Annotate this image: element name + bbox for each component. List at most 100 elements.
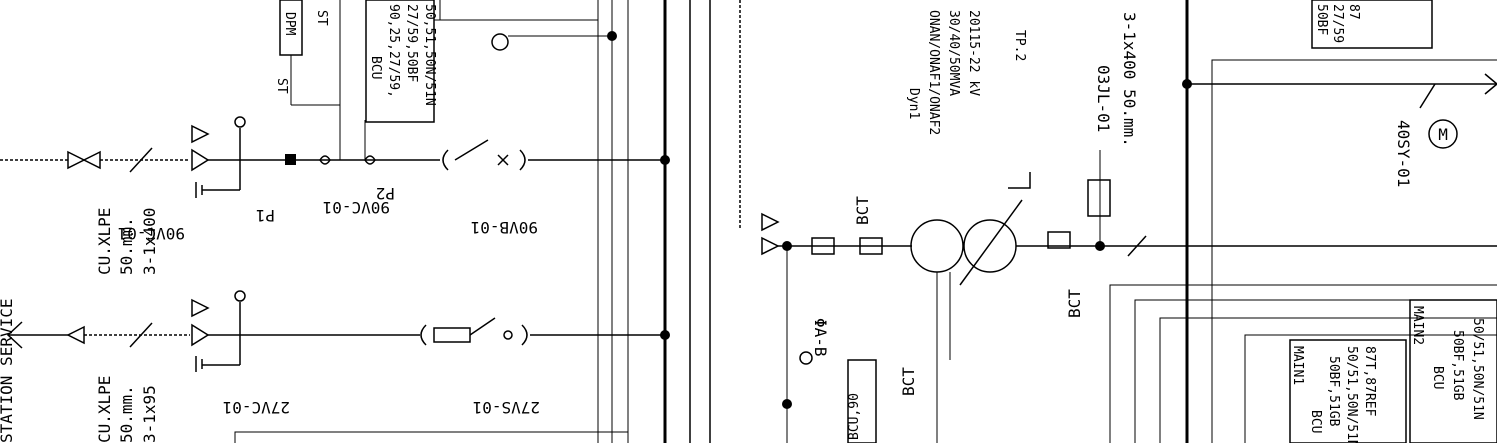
fuse-body — [433, 327, 471, 343]
surge-arrester — [191, 323, 210, 347]
bus-tap — [1182, 79, 1192, 89]
disconnect-blade — [469, 317, 496, 336]
cable1-label-c: CU.XLPE — [95, 208, 114, 275]
surge-arrester — [191, 124, 210, 144]
p1-label: P1 — [256, 206, 275, 225]
main2-label: MAIN2 — [1410, 306, 1425, 345]
vac90-label: 90VC-01 — [118, 224, 185, 243]
p1-marker — [285, 154, 296, 165]
control-node — [607, 31, 617, 41]
p2-label: P2 — [376, 184, 395, 203]
main1-box — [1289, 339, 1407, 443]
cable-termination — [67, 150, 86, 170]
main1-line2: 50BF,51GB — [1326, 356, 1341, 427]
breaker-right — [519, 149, 526, 171]
tx-winding-lv — [963, 219, 1017, 273]
cable-slash — [129, 322, 153, 348]
cable1-label-a: 3-1x400 — [140, 208, 159, 275]
main1-line4: 50/51,50N/51N — [1344, 346, 1359, 443]
bcu-low-label: BCU,90 — [847, 393, 862, 440]
bct-coil — [811, 237, 835, 255]
disconnect-right — [521, 324, 528, 346]
disconnect-pivot — [503, 330, 513, 340]
control-wire — [1134, 299, 1497, 443]
bct2-label: BCT — [1065, 289, 1084, 318]
surge-arrester — [761, 212, 780, 232]
main2-bcu: BCU — [1430, 366, 1445, 389]
bus-tap — [660, 155, 670, 165]
st1-label: ST — [274, 78, 289, 94]
pt-ab-label: ΦA-B — [811, 318, 830, 357]
bct-coil — [859, 237, 883, 255]
bcu-low-box — [847, 359, 877, 443]
st2-label: ST — [314, 10, 329, 26]
bcu-top-box — [365, 0, 435, 123]
tx-node — [782, 399, 792, 409]
feeder-27vs-01 — [6, 290, 670, 372]
bcu-top-3: 27/59,50BF — [404, 4, 419, 82]
tx-line-1: Dyn1 — [906, 88, 921, 119]
cable-termination — [82, 150, 101, 170]
breaker-blade — [454, 139, 489, 161]
sy40-label: 40SY-01 — [1394, 120, 1413, 187]
right-box-line2: 27/59 — [1330, 4, 1345, 43]
dpm-label: DPM — [282, 12, 297, 36]
main2-line3: 50/51,50N/51N — [1470, 318, 1485, 420]
right-top-box — [1311, 0, 1433, 49]
vc27-label: 27VC-01 — [223, 398, 290, 417]
tx-line-4: 20115-22 kV — [966, 10, 981, 96]
cable2-label-c: CU.XLPE — [95, 376, 114, 443]
breaker-left — [442, 149, 449, 171]
fuse-left — [420, 324, 427, 346]
control-wire — [1159, 317, 1497, 443]
surge-arrester — [761, 236, 780, 256]
tx-line-2: ONAN/ONAF1/ONAF2 — [926, 10, 941, 135]
lv-device-box — [1087, 179, 1111, 217]
main1-label: MAIN1 — [1290, 346, 1305, 385]
bcu-top-4: 90,25,27/59, — [386, 4, 401, 98]
surge-arrester — [191, 298, 210, 318]
motor-symbol — [1428, 119, 1458, 149]
main2-line2: 50BF,51GB — [1450, 330, 1465, 401]
bct1-label: BCT — [853, 196, 872, 225]
cable2-label-b: 50.mm. — [117, 385, 136, 443]
bcu-top-node — [491, 33, 509, 51]
ct-coil — [364, 155, 376, 165]
control-wire — [1244, 334, 1497, 443]
tx-line-3: 30/40/50MVA — [946, 10, 961, 96]
arrow-head — [6, 321, 23, 349]
bottom-panel-outline — [234, 431, 628, 443]
cable2-label-a: 3-1x95 — [140, 385, 159, 443]
cable-slash — [129, 147, 153, 173]
cable-termination — [66, 325, 85, 345]
pt-indicator — [799, 351, 813, 365]
ct-coil — [319, 155, 331, 165]
control-wire — [1211, 59, 1497, 443]
bus-tap — [660, 330, 670, 340]
motor-arrow — [1484, 73, 1497, 95]
feeder-90vb-01 — [0, 0, 670, 198]
station-service-label: STATION SERVICE — [0, 299, 16, 443]
control-wire — [1109, 284, 1497, 443]
cable1-label-b: 50.mm. — [117, 217, 136, 275]
voltage-indicator — [234, 290, 246, 302]
oltc-arrow — [959, 199, 1023, 286]
vb90-label: 90VB-01 — [471, 218, 538, 237]
main2-box — [1409, 299, 1497, 443]
tx-line-5: TP.2 — [1012, 30, 1027, 61]
bct-coil — [1047, 231, 1071, 249]
bct3-label: BCT — [899, 367, 918, 396]
oltc-step — [1008, 172, 1031, 189]
vs27-label: 27VS-01 — [473, 398, 540, 417]
surge-arrester — [191, 148, 210, 172]
breaker-mark — [497, 154, 509, 166]
tx-winding-hv — [910, 219, 964, 273]
right-box-line3: 87 — [1346, 4, 1361, 20]
right-box-line1: 50BF — [1314, 4, 1329, 35]
voltage-indicator — [234, 116, 246, 128]
cable-slash — [1127, 235, 1147, 257]
cable3-label-a: 3-1x400 50.mm. — [1120, 12, 1139, 147]
main1-line3: 87T,87REF — [1362, 346, 1377, 417]
bcu-top-1: BCU — [368, 56, 383, 79]
